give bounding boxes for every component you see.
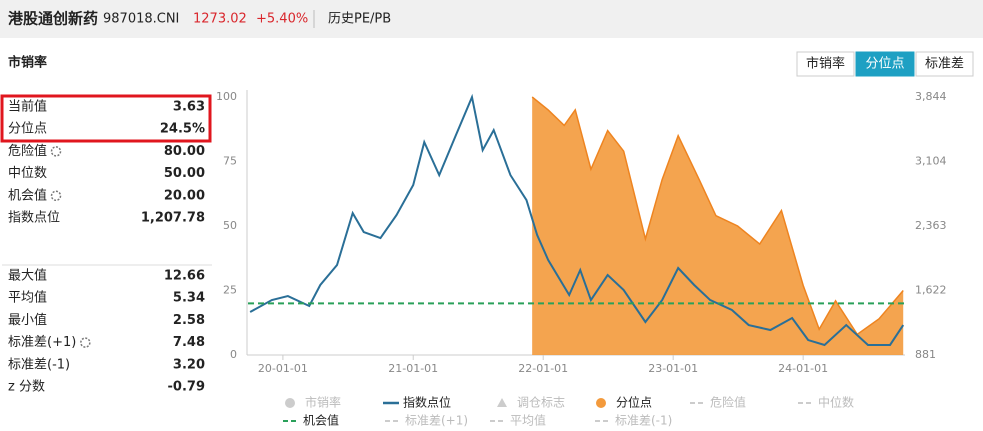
- tab-label[interactable]: 标准差: [925, 57, 964, 72]
- y2-tick-label: 3,844: [915, 90, 947, 103]
- gear-icon[interactable]: [50, 190, 62, 202]
- legend-label[interactable]: 标准差(+1): [405, 414, 468, 428]
- stat-label: 指数点位: [8, 211, 60, 226]
- header-tab[interactable]: 历史PE/PB: [328, 12, 391, 27]
- legend-marker[interactable]: [285, 398, 295, 408]
- stat-value: -0.79: [168, 380, 205, 395]
- index-code: 987018.CNI: [103, 12, 179, 27]
- legend-label[interactable]: 市销率: [305, 395, 341, 410]
- legend-label[interactable]: 调仓标志: [517, 396, 565, 410]
- gear-icon[interactable]: [80, 337, 91, 348]
- stats-panel: 当前值 3.63 分位点 24.5% 危险值 80.00 中位数 50.00 机会值 20.00 指…: [8, 99, 205, 395]
- y2-tick-label: 881: [915, 348, 936, 361]
- y-tick-label: 25: [223, 284, 237, 297]
- y2-tick-label: 2,363: [915, 219, 947, 232]
- tab-button[interactable]: [855, 51, 915, 77]
- legend-marker[interactable]: [596, 398, 606, 408]
- stat-value: 7.48: [173, 335, 205, 350]
- legend-marker[interactable]: [497, 398, 507, 407]
- legend-label[interactable]: 平均值: [510, 413, 546, 428]
- stat-value: 3.63: [173, 100, 205, 115]
- legend-label[interactable]: 危险值: [710, 395, 746, 410]
- stat-label: z 分数: [8, 380, 45, 395]
- index-line: [249, 93, 905, 347]
- y-tick-label: 0: [230, 348, 237, 361]
- stat-value: 20.00: [164, 188, 205, 203]
- legend-label[interactable]: 标准差(-1): [615, 414, 672, 428]
- tab-button[interactable]: [915, 51, 974, 77]
- tab-label[interactable]: 分位点: [865, 57, 904, 72]
- index-name: 港股通创新药: [8, 10, 98, 28]
- x-tick-label: 20-01-01: [258, 362, 308, 375]
- highlight-box: [0, 94, 212, 143]
- stat-value: 3.20: [173, 357, 205, 372]
- stat-label: 分位点: [8, 122, 47, 137]
- x-tick-label: 21-01-01: [388, 362, 438, 375]
- tab-group: 市销率 分位点 标准差: [796, 51, 974, 77]
- stat-label: 平均值: [8, 290, 47, 306]
- y-tick-label: 50: [223, 219, 237, 232]
- y2-tick-label: 3,104: [915, 154, 947, 167]
- legend-label[interactable]: 分位点: [616, 395, 652, 410]
- tab-label[interactable]: 市销率: [806, 56, 845, 72]
- stat-label: 标准差(-1): [8, 357, 70, 372]
- tab-button[interactable]: [796, 51, 855, 77]
- x-tick-label: 24-01-01: [778, 362, 828, 375]
- stat-label: 标准差(+1): [8, 335, 76, 350]
- stat-label: 最小值: [8, 312, 47, 328]
- chart: 0 25 50 75 100 881 1,622 2,363 3,104 3,844 20-01-0…: [216, 90, 947, 428]
- x-tick-label: 22-01-01: [518, 362, 568, 375]
- section-title: 市销率: [8, 55, 47, 71]
- legend-label[interactable]: 指数点位: [403, 395, 451, 410]
- stat-value: 2.58: [173, 313, 205, 328]
- stat-label: 当前值: [8, 99, 47, 115]
- stat-value: 12.66: [164, 269, 205, 284]
- stat-value: 50.00: [164, 166, 205, 181]
- gear-icon[interactable]: [50, 146, 62, 157]
- change: +5.40%: [256, 12, 308, 27]
- stat-value: 80.00: [164, 144, 205, 159]
- area-line: [531, 96, 904, 336]
- legend-label[interactable]: 机会值: [303, 413, 339, 428]
- stat-label: 中位数: [8, 166, 47, 181]
- stat-label: 危险值: [8, 143, 47, 159]
- legend-label[interactable]: 中位数: [818, 395, 854, 410]
- area-fill: [532, 97, 904, 355]
- stat-label: 机会值: [8, 187, 47, 203]
- x-tick-label: 23-01-01: [648, 362, 698, 375]
- stat-label: 最大值: [8, 268, 47, 284]
- y-tick-label: 100: [216, 90, 237, 103]
- header-bar: [0, 0, 983, 38]
- price: 1273.02: [193, 12, 247, 27]
- stat-value: 24.5%: [160, 122, 205, 137]
- stat-value: 1,207.78: [141, 211, 205, 226]
- y-tick-label: 75: [223, 155, 237, 168]
- y2-tick-label: 1,622: [915, 283, 947, 296]
- stat-value: 5.34: [173, 291, 205, 306]
